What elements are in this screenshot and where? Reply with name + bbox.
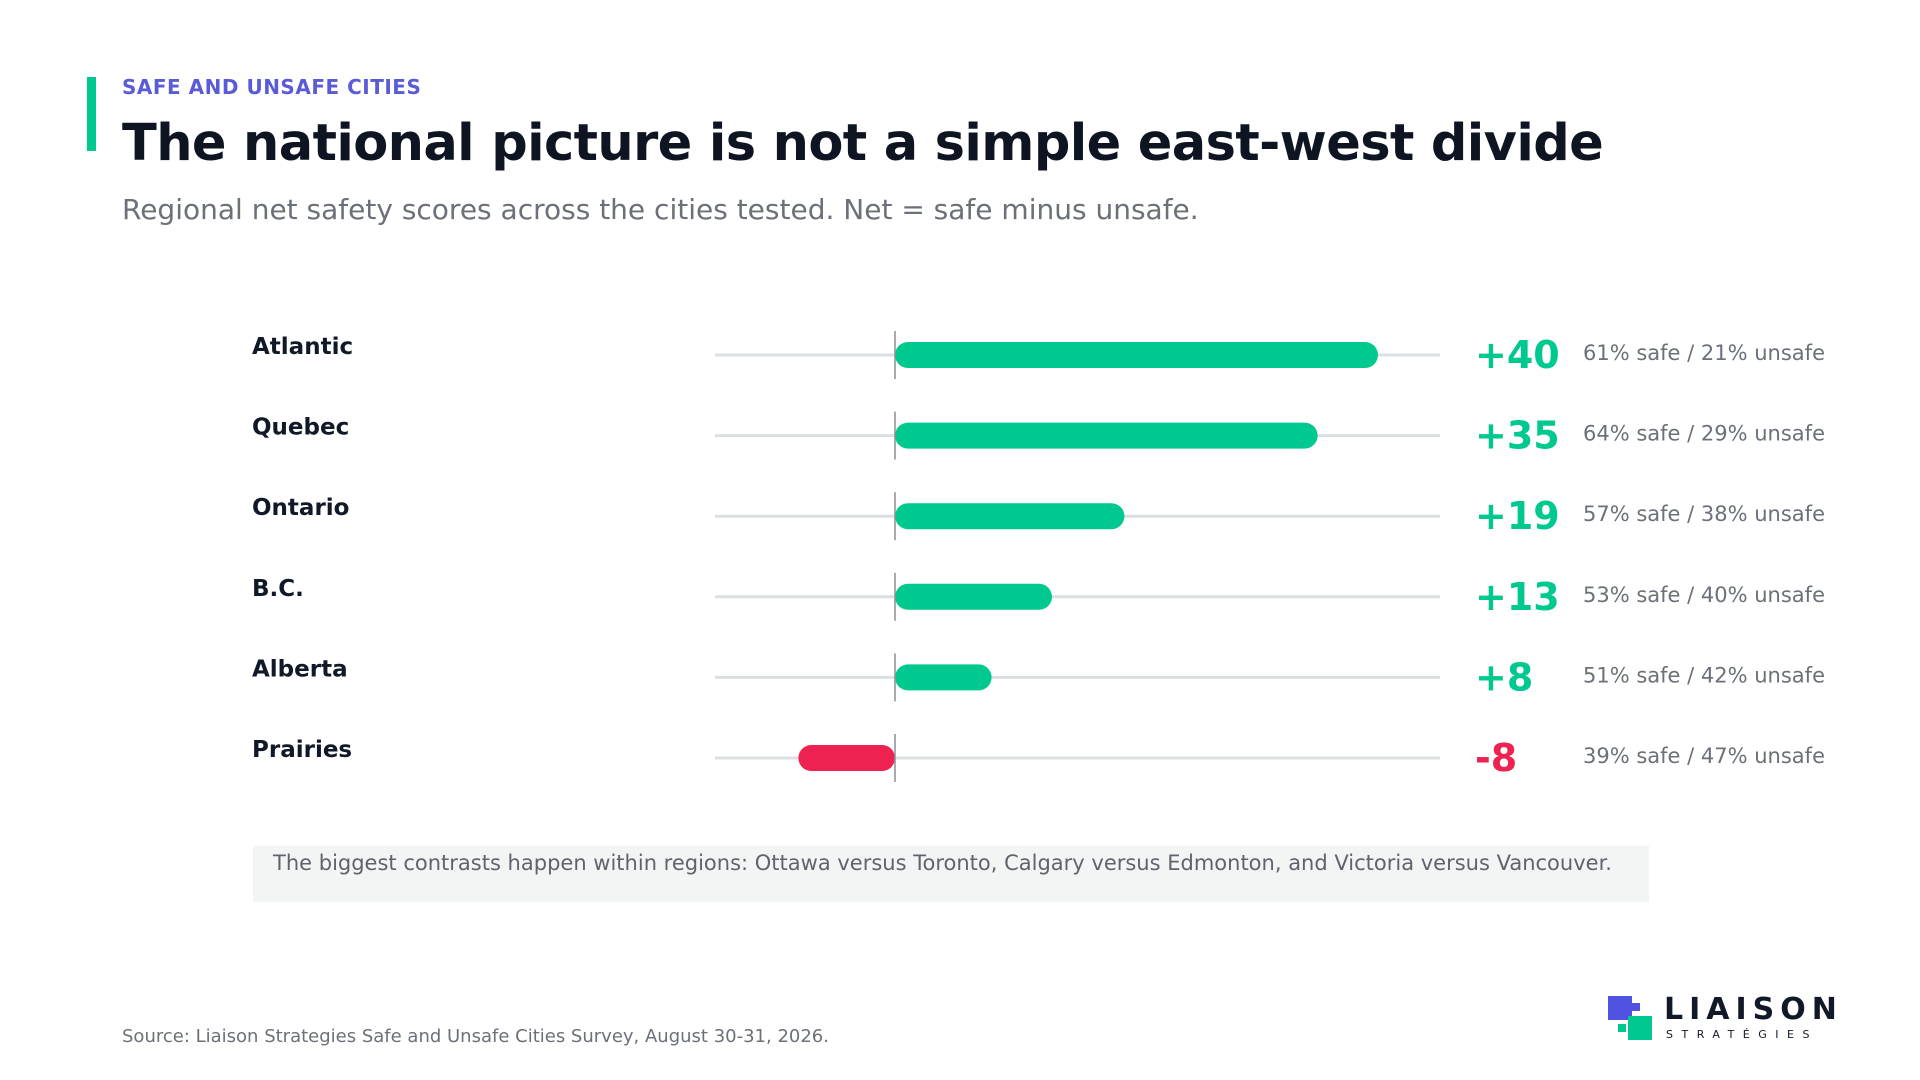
category-label: Quebec [252, 415, 349, 441]
net-value-label: -8 [1475, 736, 1517, 780]
safe-unsafe-detail: 53% safe / 40% unsafe [1583, 583, 1825, 607]
bar-bc [895, 583, 1052, 610]
bar-alberta [895, 664, 992, 691]
logo-subtitle: STRATÉGIES [1666, 1028, 1818, 1041]
net-value-label: +40 [1475, 333, 1560, 377]
bar-prairies [798, 745, 895, 771]
bar-quebec [895, 422, 1318, 449]
safe-unsafe-detail: 39% safe / 47% unsafe [1583, 744, 1825, 768]
category-label: Prairies [252, 737, 352, 763]
net-value-label: +8 [1475, 655, 1533, 699]
category-label: B.C. [252, 576, 304, 602]
kicker: SAFE AND UNSAFE CITIES [122, 75, 422, 99]
callout-note: The biggest contrasts happen within regi… [253, 846, 1649, 902]
safe-unsafe-detail: 64% safe / 29% unsafe [1583, 422, 1825, 446]
net-value-label: +13 [1475, 575, 1560, 619]
bar-atlantic [895, 342, 1378, 368]
category-label: Atlantic [252, 334, 353, 360]
category-label: Alberta [252, 656, 348, 682]
safe-unsafe-detail: 61% safe / 21% unsafe [1583, 341, 1825, 365]
page-subtitle: Regional net safety scores across the ci… [122, 193, 1199, 226]
logo-mark-icon [1608, 996, 1652, 1040]
bar-ontario [895, 503, 1125, 530]
net-value-label: +19 [1475, 494, 1560, 538]
net-value-label: +35 [1475, 414, 1560, 458]
accent-bar [87, 77, 96, 151]
safe-unsafe-detail: 57% safe / 38% unsafe [1583, 502, 1825, 526]
liaison-logo: LIAISON STRATÉGIES [1608, 992, 1837, 1042]
logo-wordmark: LIAISON [1664, 992, 1843, 1027]
safe-unsafe-detail: 51% safe / 42% unsafe [1583, 663, 1825, 687]
source-note: Source: Liaison Strategies Safe and Unsa… [122, 1026, 829, 1047]
category-label: Ontario [252, 495, 349, 521]
page-title: The national picture is not a simple eas… [122, 114, 1604, 173]
